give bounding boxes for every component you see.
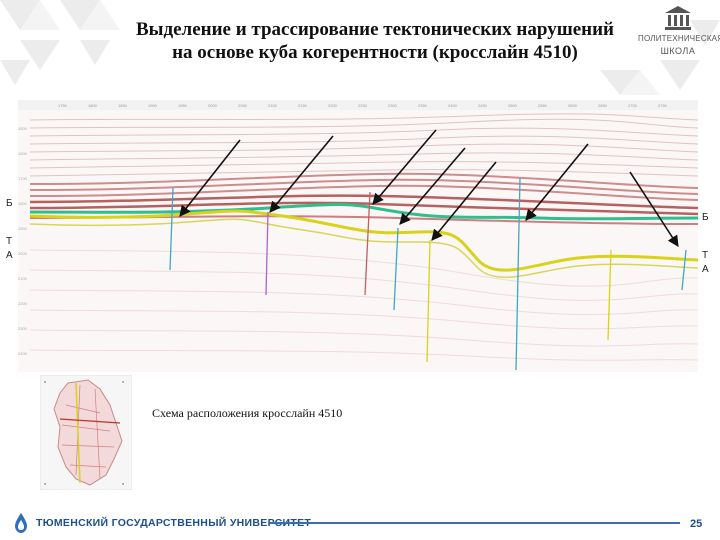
svg-text:2450: 2450 bbox=[478, 103, 488, 108]
svg-text:2200: 2200 bbox=[18, 301, 28, 306]
university-name: ТЮМЕНСКИЙ ГОСУДАРСТВЕННЫЙ УНИВЕРСИТЕТ bbox=[36, 517, 312, 529]
logo-text-line2: ШКОЛА bbox=[660, 46, 696, 56]
svg-text:2350: 2350 bbox=[418, 103, 428, 108]
svg-text:■: ■ bbox=[122, 380, 124, 384]
politech-logo: ПОЛИТЕХНИЧЕСКАЯ ШКОЛА bbox=[638, 4, 720, 64]
svg-text:2050: 2050 bbox=[238, 103, 248, 108]
title-line-2: на основе куба когерентности (кросслайн … bbox=[172, 42, 578, 63]
svg-text:2550: 2550 bbox=[538, 103, 548, 108]
svg-text:1500: 1500 bbox=[18, 126, 28, 131]
svg-text:2250: 2250 bbox=[358, 103, 368, 108]
horizon-label-left-t: Т bbox=[6, 236, 13, 247]
svg-text:2300: 2300 bbox=[388, 103, 398, 108]
svg-text:1950: 1950 bbox=[178, 103, 188, 108]
svg-text:1600: 1600 bbox=[18, 151, 28, 156]
svg-text:■: ■ bbox=[44, 482, 46, 486]
svg-text:2650: 2650 bbox=[598, 103, 608, 108]
page-number: 25 bbox=[690, 518, 703, 530]
horizon-label-right-t: Т bbox=[702, 250, 709, 261]
svg-text:2000: 2000 bbox=[18, 251, 28, 256]
slide-title: Выделение и трассирование тектонических … bbox=[110, 18, 640, 64]
building-icon bbox=[665, 6, 691, 30]
svg-text:2600: 2600 bbox=[568, 103, 578, 108]
map-caption: Схема расположения кросслайн 4510 bbox=[152, 406, 343, 420]
svg-text:1850: 1850 bbox=[118, 103, 128, 108]
svg-text:2200: 2200 bbox=[328, 103, 338, 108]
logo-text-line1: ПОЛИТЕХНИЧЕСКАЯ bbox=[638, 34, 720, 43]
horizon-label-left-b: Б bbox=[6, 198, 13, 209]
svg-text:2400: 2400 bbox=[448, 103, 458, 108]
svg-text:2150: 2150 bbox=[298, 103, 308, 108]
svg-text:2000: 2000 bbox=[208, 103, 218, 108]
svg-text:1800: 1800 bbox=[18, 201, 28, 206]
svg-text:1900: 1900 bbox=[18, 226, 28, 231]
svg-text:2100: 2100 bbox=[268, 103, 278, 108]
svg-text:2750: 2750 bbox=[658, 103, 668, 108]
svg-text:■: ■ bbox=[122, 482, 124, 486]
svg-text:1800: 1800 bbox=[88, 103, 98, 108]
svg-text:■: ■ bbox=[44, 380, 46, 384]
location-map-thumbnail: ■ ■ ■ ■ bbox=[40, 375, 132, 490]
footer-divider bbox=[270, 522, 680, 524]
horizon-label-right-a: А bbox=[702, 264, 709, 275]
svg-text:1700: 1700 bbox=[18, 176, 28, 181]
title-line-1: Выделение и трассирование тектонических … bbox=[135, 19, 615, 40]
svg-text:2400: 2400 bbox=[18, 351, 28, 356]
horizon-label-left-a: А bbox=[6, 250, 13, 261]
university-logo-icon bbox=[15, 513, 27, 533]
svg-text:2700: 2700 bbox=[628, 103, 638, 108]
svg-text:1900: 1900 bbox=[148, 103, 158, 108]
svg-text:2300: 2300 bbox=[18, 326, 28, 331]
svg-text:1750: 1750 bbox=[58, 103, 68, 108]
header-pattern bbox=[0, 0, 720, 95]
seismic-section: 1750 1800 1850 1900 1950 2000 2050 2100 2150 2… bbox=[18, 100, 698, 372]
svg-text:2100: 2100 bbox=[18, 276, 28, 281]
svg-text:2500: 2500 bbox=[508, 103, 518, 108]
horizon-label-right-b: Б bbox=[702, 212, 709, 223]
